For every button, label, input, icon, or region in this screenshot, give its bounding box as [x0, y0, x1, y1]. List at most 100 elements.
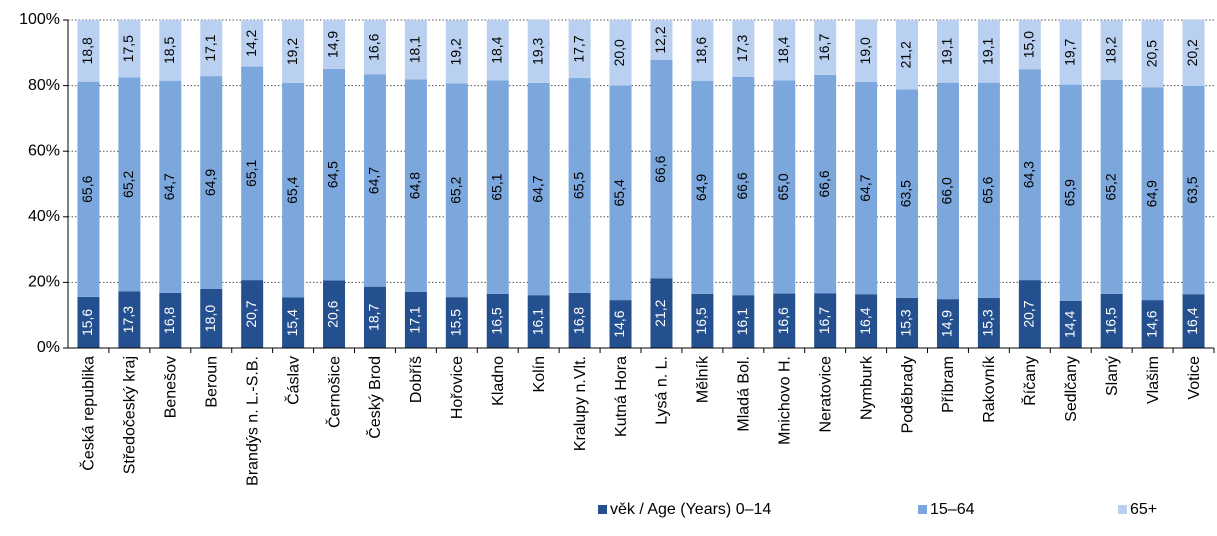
value-label: 15,4: [284, 309, 300, 336]
bar-segment: [1100, 20, 1123, 81]
value-label: 14,4: [1061, 311, 1077, 338]
value-label: 18,5: [161, 37, 177, 64]
bar-segment: [1182, 294, 1205, 348]
value-label: 15,0: [1021, 31, 1037, 58]
value-label: 19,1: [980, 37, 996, 64]
value-label: 16,8: [161, 307, 177, 334]
x-tick-label: Kutná Hora: [613, 356, 630, 437]
value-label: 20,0: [611, 39, 627, 66]
value-label: 64,7: [161, 173, 177, 200]
x-tick-label: Čáslav: [283, 356, 302, 405]
bar-segment: [404, 20, 427, 80]
bar-segment: [445, 20, 468, 84]
x-tick-label: Říčany: [1020, 356, 1039, 406]
bar-segment: [404, 291, 427, 348]
x-tick-label: Česká republika: [79, 356, 98, 471]
bar-segment: [936, 299, 959, 348]
bar-segment: [1182, 85, 1205, 295]
bar-segment: [486, 293, 509, 348]
x-tick-label: Poděbrady: [899, 356, 916, 433]
bar-segment: [118, 77, 141, 292]
bar-segment: [282, 20, 305, 83]
bar-segment: [1141, 87, 1164, 301]
value-label: 16,5: [1102, 307, 1118, 334]
y-tick-label: 80%: [28, 77, 60, 94]
bar-segment: [77, 296, 100, 348]
value-label: 17,5: [120, 35, 136, 62]
x-tick-label: Brandýs n. L.-S.B.: [244, 356, 261, 486]
value-label: 65,2: [120, 170, 136, 197]
value-label: 16,1: [529, 308, 545, 335]
bar-segment: [404, 79, 427, 292]
value-label: 16,7: [816, 307, 832, 334]
value-label: 14,9: [939, 310, 955, 337]
bar-segment: [977, 297, 1000, 348]
x-tick-label: Vlašim: [1145, 356, 1162, 404]
x-tick-label: Sedlčany: [1063, 356, 1080, 422]
value-label: 14,6: [611, 310, 627, 337]
bar-segment: [1059, 20, 1082, 85]
bar-segment: [609, 20, 632, 86]
bar-segment: [732, 20, 755, 77]
bar-segment: [1018, 20, 1041, 70]
value-label: 66,6: [734, 172, 750, 199]
value-label: 20,7: [243, 300, 259, 327]
value-label: 64,7: [857, 174, 873, 201]
value-label: 20,5: [1143, 40, 1159, 67]
bar-segment: [609, 85, 632, 301]
bar-segment: [855, 19, 878, 82]
bar-segment: [445, 297, 468, 348]
value-label: 65,4: [284, 176, 300, 203]
x-tick-label: Hořovice: [449, 356, 466, 419]
bar-segment: [486, 80, 509, 294]
value-label: 14,9: [325, 31, 341, 58]
value-label: 17,7: [570, 35, 586, 62]
value-label: 15,6: [79, 309, 95, 336]
bar-segment: [1018, 69, 1041, 281]
value-label: 65,5: [570, 172, 586, 199]
value-label: 16,1: [734, 308, 750, 335]
value-label: 20,7: [1021, 300, 1037, 327]
value-label: 18,8: [79, 37, 95, 64]
bar-segment: [527, 82, 550, 296]
value-label: 19,3: [529, 37, 545, 64]
value-label: 18,4: [775, 36, 791, 63]
bar-segment: [200, 76, 223, 289]
bar-segment: [241, 66, 264, 281]
bar-segment: [323, 20, 346, 69]
bar-segment: [200, 288, 223, 348]
value-label: 64,9: [1143, 180, 1159, 207]
bar-segment: [282, 297, 305, 348]
value-label: 65,9: [1061, 179, 1077, 206]
bar-segment: [855, 294, 878, 348]
bar-segment: [936, 20, 959, 83]
value-label: 66,6: [652, 155, 668, 182]
bar-segment: [691, 20, 714, 82]
value-label: 20,6: [325, 300, 341, 327]
value-label: 65,6: [79, 175, 95, 202]
x-tick-label: Kladno: [490, 356, 507, 406]
value-label: 64,8: [407, 172, 423, 199]
x-tick-label: Mnichovo H.: [776, 356, 793, 445]
bar-segment: [445, 83, 468, 298]
x-tick-label: Benešov: [163, 356, 180, 418]
x-tick-label: Český Brod: [365, 356, 384, 439]
x-tick-label: Příbram: [940, 356, 957, 413]
bar-segment: [855, 81, 878, 295]
value-label: 18,4: [488, 36, 504, 63]
bar-segment: [691, 81, 714, 294]
bar-segment: [1100, 293, 1123, 348]
value-label: 16,8: [570, 307, 586, 334]
x-tick-label: Dobříš: [408, 356, 425, 403]
bar-segment: [814, 20, 837, 75]
value-label: 18,6: [693, 37, 709, 64]
bar-segment: [1059, 300, 1082, 348]
value-label: 19,7: [1061, 38, 1077, 65]
value-label: 65,2: [1102, 173, 1118, 200]
bar-segment: [732, 295, 755, 348]
x-tick-label: Beroun: [203, 356, 220, 408]
bar-segment: [609, 300, 632, 348]
bar-segment: [1059, 84, 1082, 301]
x-tick-label: Neratovice: [817, 356, 834, 433]
